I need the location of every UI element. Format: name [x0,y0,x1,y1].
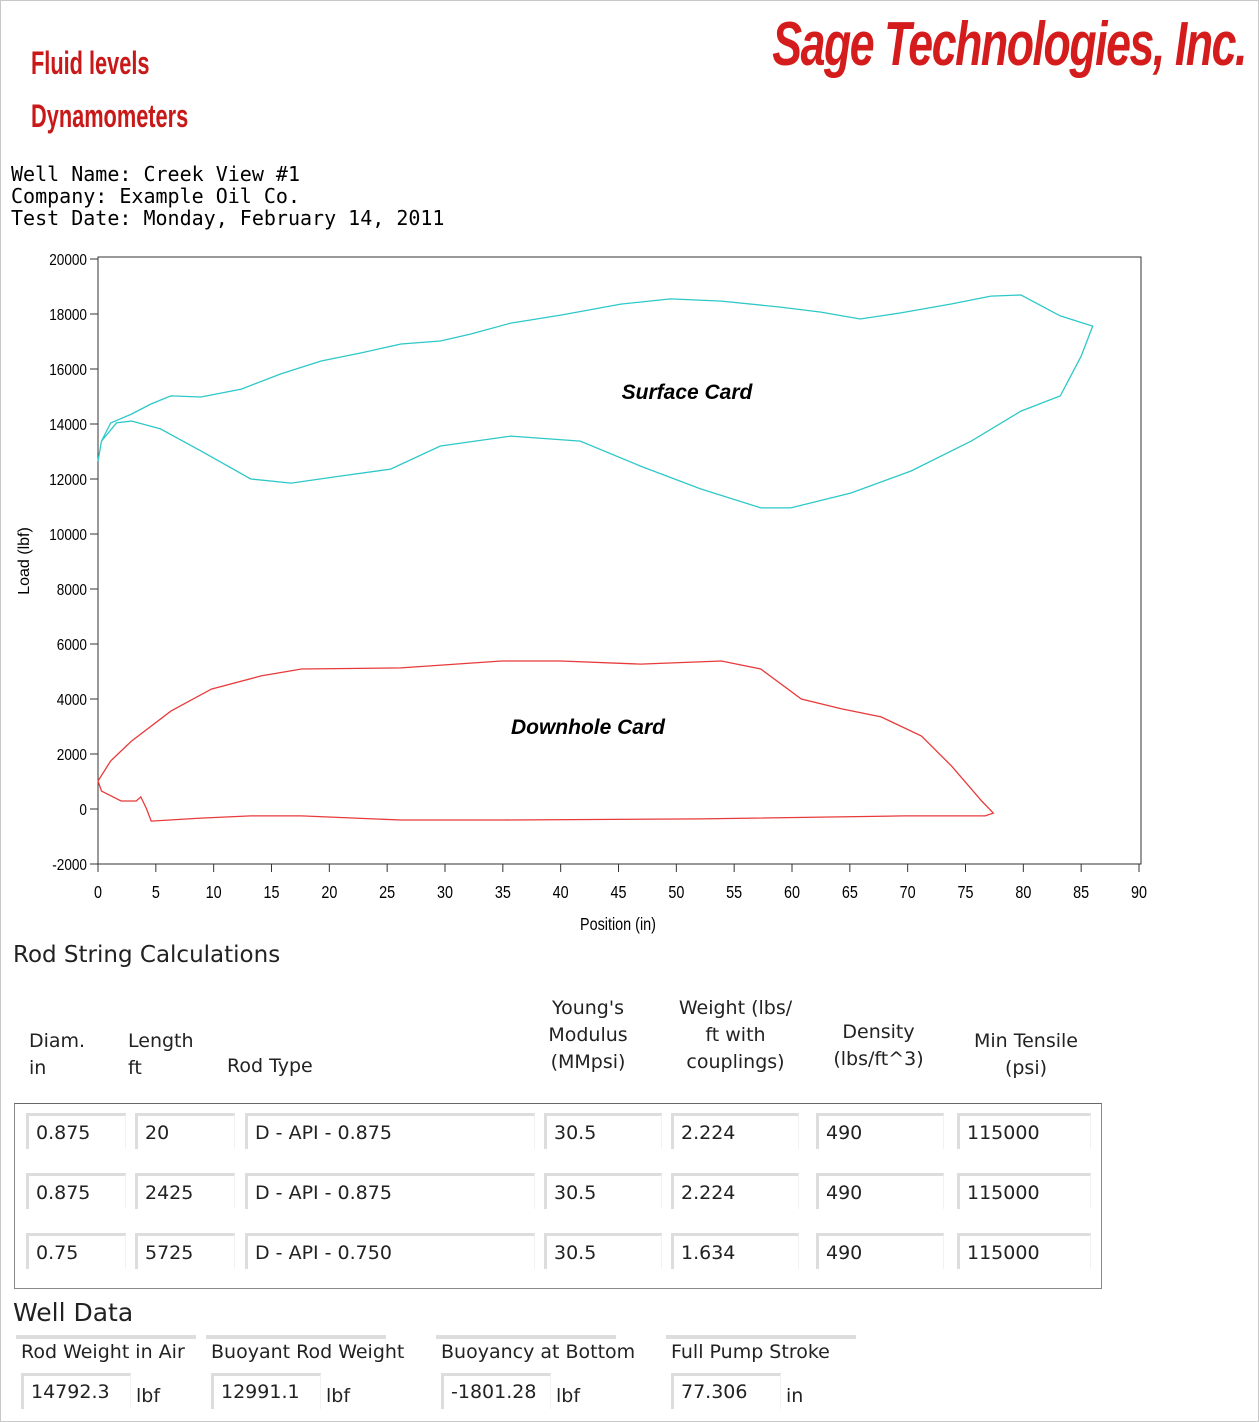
y-axis-label: Load (lbf) [16,527,33,595]
field-value: 14792.3 [21,1373,131,1409]
x-tick-label: 80 [1015,883,1031,903]
table-cell: 30.5 [544,1113,662,1149]
x-tick-label: 15 [263,883,279,903]
table-cell: 0.875 [26,1113,126,1149]
x-tick-label: 30 [437,883,453,903]
annotation: Surface Card [622,381,754,404]
table-cell: 0.75 [26,1233,126,1269]
well-info: Test Date: Monday, February 14, 2011 [11,206,445,230]
table-cell: 5725 [135,1233,235,1269]
field-value: 77.306 [671,1373,781,1409]
table-cell: 1.634 [671,1233,799,1269]
y-tick-label: 0 [79,802,87,819]
x-tick-label: 85 [1073,883,1089,903]
column-header: Length ft [128,1030,194,1079]
table-cell: D - API - 0.750 [245,1233,535,1269]
y-tick-label: 18000 [49,307,87,324]
header-line: Dynamometers [31,98,189,134]
section-title: Well Data [13,1298,134,1327]
table-cell: 30.5 [544,1233,662,1269]
y-tick-label: 20000 [49,252,87,269]
table-cell: 115000 [957,1113,1091,1149]
field-unit: in [786,1385,804,1407]
header-line: Fluid levels [31,45,150,81]
annotation: Downhole Card [511,716,666,739]
table-cell: 115000 [957,1233,1091,1269]
column-header: Diam. in [29,1030,86,1079]
field-label: Buoyant Rod Weight [206,1335,404,1369]
table-cell: D - API - 0.875 [245,1113,535,1149]
field-value: 12991.1 [211,1373,321,1409]
column-header: Weight (lbs/ ft with couplings) [678,997,793,1073]
chart: Position (in) Load (lbf) -2000 0 2000 4000 6… [16,252,1147,935]
table-cell: 2425 [135,1173,235,1209]
x-tick-label: 65 [842,883,858,903]
x-tick-label: 50 [668,883,684,903]
x-tick-label: 35 [495,883,511,903]
x-tick-label: 10 [206,883,222,903]
table-cell: 490 [816,1233,944,1269]
logo: Sage Technologies, Inc. [772,10,1247,79]
y-tick-label: 12000 [49,472,87,489]
x-tick-label: 0 [94,883,102,903]
column-header: Min Tensile (psi) [973,1030,1078,1079]
table-cell: 115000 [957,1173,1091,1209]
y-tick-label: 16000 [49,362,87,379]
y-tick-label: 4000 [57,692,87,709]
data-line [97,660,995,822]
y-tick-label: -2000 [52,857,87,874]
column-header: Rod Type [227,1055,313,1077]
x-tick-label: 60 [784,883,800,903]
table-cell: 20 [135,1113,235,1149]
field-unit: lbf [326,1385,351,1407]
x-tick-label: 25 [379,883,395,903]
x-tick-label: 40 [553,883,569,903]
table [14,1103,1102,1289]
table-cell: D - API - 0.875 [245,1173,535,1209]
field-label: Rod Weight in Air [16,1335,196,1369]
column-header: Young's Modulus (MMpsi) [548,997,628,1073]
field-label: Buoyancy at Bottom [436,1335,635,1369]
field-unit: lbf [556,1385,581,1407]
column-header: Density (lbs/ft^3) [833,1021,924,1070]
field-value: -1801.28 [441,1373,551,1409]
x-tick-label: 75 [957,883,973,903]
table-cell: 0.875 [26,1173,126,1209]
y-tick-label: 14000 [49,417,87,434]
x-axis-label: Position (in) [580,915,656,935]
table-cell: 2.224 [671,1173,799,1209]
well-info: Company: Example Oil Co. [11,184,300,208]
table-cell: 490 [816,1173,944,1209]
x-tick-label: 70 [900,883,916,903]
field-label: Full Pump Stroke [666,1335,856,1369]
table-cell: 2.224 [671,1113,799,1149]
y-tick-label: 10000 [49,527,87,544]
section-title: Rod String Calculations [13,942,281,968]
x-tick-label: 55 [726,883,742,903]
x-tick-label: 90 [1131,883,1147,903]
x-tick-label: 5 [152,883,160,903]
y-tick-label: 2000 [57,747,87,764]
field-unit: lbf [136,1385,161,1407]
plot-frame [97,256,1142,865]
well-info: Well Name: Creek View #1 [11,162,300,186]
x-tick-label: 20 [321,883,337,903]
y-tick-label: 8000 [57,582,87,599]
y-tick-label: 6000 [57,637,87,654]
table-cell: 490 [816,1113,944,1149]
data-line [97,294,1094,509]
table-cell: 30.5 [544,1173,662,1209]
x-tick-label: 45 [610,883,626,903]
